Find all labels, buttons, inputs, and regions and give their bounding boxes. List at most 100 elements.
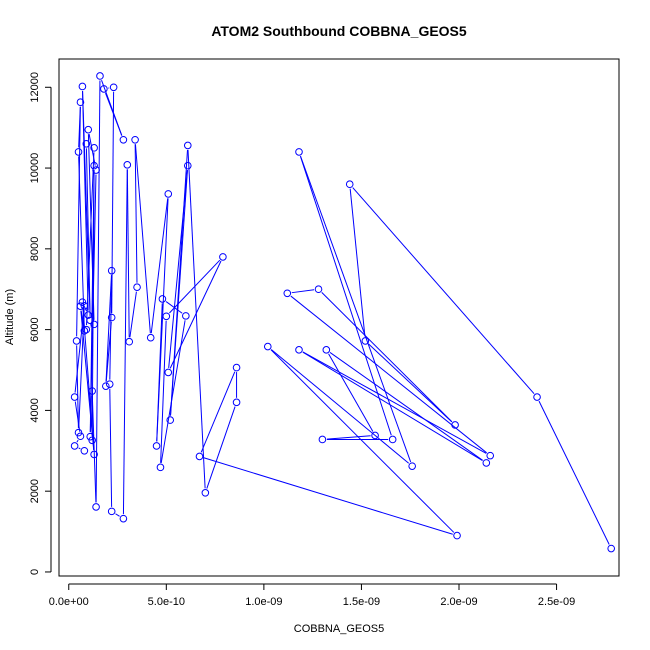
data-point — [88, 387, 96, 395]
y-tick-label: 12000 — [29, 72, 41, 103]
data-point — [74, 148, 83, 156]
data-point — [232, 398, 241, 407]
series-lines — [74, 80, 610, 545]
series-segment — [270, 349, 455, 533]
series-segment — [74, 310, 85, 393]
chart-title: ATOM2 Southbound COBBNA_GEOS5 — [211, 23, 467, 39]
data-point — [371, 431, 379, 440]
x-axis: 0.0e+00 5.0e-10 1.0e-09 1.5e-09 2.0e-09 2.5e-… — [49, 583, 575, 608]
series-segment — [302, 351, 483, 462]
data-point — [84, 125, 93, 134]
series-segment — [150, 198, 169, 334]
data-point — [533, 393, 541, 401]
data-point — [82, 325, 91, 334]
data-point — [131, 135, 139, 144]
series-segment — [95, 80, 101, 503]
data-point — [133, 283, 141, 292]
series-segment — [105, 275, 112, 382]
data-point — [123, 161, 132, 169]
x-tick-label: 1.0e-09 — [245, 596, 282, 608]
data-point — [107, 266, 116, 275]
series-segment — [352, 187, 535, 395]
plot-frame — [58, 58, 620, 577]
data-point — [345, 180, 354, 189]
data-point — [80, 301, 89, 310]
data-point — [607, 544, 615, 553]
data-point — [100, 85, 108, 93]
data-point — [183, 161, 192, 170]
data-point — [322, 346, 331, 354]
data-point — [152, 442, 161, 450]
data-point — [102, 382, 110, 390]
data-point — [96, 72, 104, 80]
y-tick-label: 0 — [29, 569, 41, 575]
series-segment — [168, 170, 188, 368]
data-point — [92, 166, 100, 174]
series-segment — [88, 134, 96, 166]
x-tick-label: 5.0e-10 — [148, 596, 185, 608]
series-segment — [160, 320, 186, 463]
series-segment — [82, 90, 89, 311]
x-tick-label: 0.0e+00 — [49, 596, 89, 608]
series-segment — [115, 513, 120, 517]
data-point — [408, 462, 416, 470]
series-segment — [170, 170, 188, 416]
series-segment — [111, 91, 115, 314]
series-segment — [291, 289, 315, 294]
series-segment — [169, 260, 222, 369]
data-point — [80, 446, 89, 455]
data-point — [125, 337, 134, 346]
data-point — [109, 83, 118, 92]
data-point — [295, 346, 303, 354]
data-point — [78, 298, 87, 306]
series-segment — [101, 80, 123, 136]
series-segment — [169, 259, 221, 314]
series-segment — [538, 400, 610, 545]
series-segment — [368, 343, 453, 423]
data-point — [158, 295, 167, 303]
data-point — [263, 342, 272, 351]
series-segment — [134, 144, 138, 283]
series-segment — [76, 345, 79, 429]
series-segment — [129, 291, 137, 338]
y-tick-label: 8000 — [29, 237, 41, 261]
data-point — [164, 190, 173, 198]
data-point — [318, 435, 327, 444]
data-point — [314, 285, 323, 294]
series-segment — [203, 457, 453, 535]
data-point — [107, 313, 116, 322]
data-point — [92, 503, 100, 511]
data-point — [88, 436, 96, 445]
series-segment — [321, 292, 453, 423]
data-point — [86, 316, 95, 325]
data-point — [80, 327, 89, 335]
y-axis: 0 2000 4000 6000 8000 10000 12000 — [29, 72, 52, 575]
data-point — [119, 514, 128, 523]
y-axis-label: Altitude (m) — [4, 289, 16, 345]
data-point — [219, 253, 227, 261]
y-tick-label: 2000 — [29, 479, 41, 503]
series-points — [70, 72, 615, 553]
series-segment — [206, 406, 236, 489]
data-point — [90, 450, 98, 459]
y-tick-label: 4000 — [29, 398, 41, 422]
x-axis-label: COBBNA_GEOS5 — [294, 623, 384, 635]
data-point — [84, 311, 93, 319]
data-point — [388, 435, 397, 444]
series-segment — [349, 188, 366, 337]
data-point — [78, 82, 87, 91]
series-segment — [328, 353, 374, 432]
series-segment — [78, 447, 81, 450]
series-segment — [156, 198, 169, 442]
data-point — [195, 452, 204, 461]
data-point — [361, 337, 370, 345]
data-point — [70, 393, 79, 401]
x-tick-label: 2.0e-09 — [440, 596, 477, 608]
data-point — [164, 368, 173, 377]
y-tick-label: 6000 — [29, 317, 41, 341]
series-segment — [74, 401, 81, 432]
series-segment — [122, 169, 128, 515]
series-segment — [200, 371, 236, 453]
